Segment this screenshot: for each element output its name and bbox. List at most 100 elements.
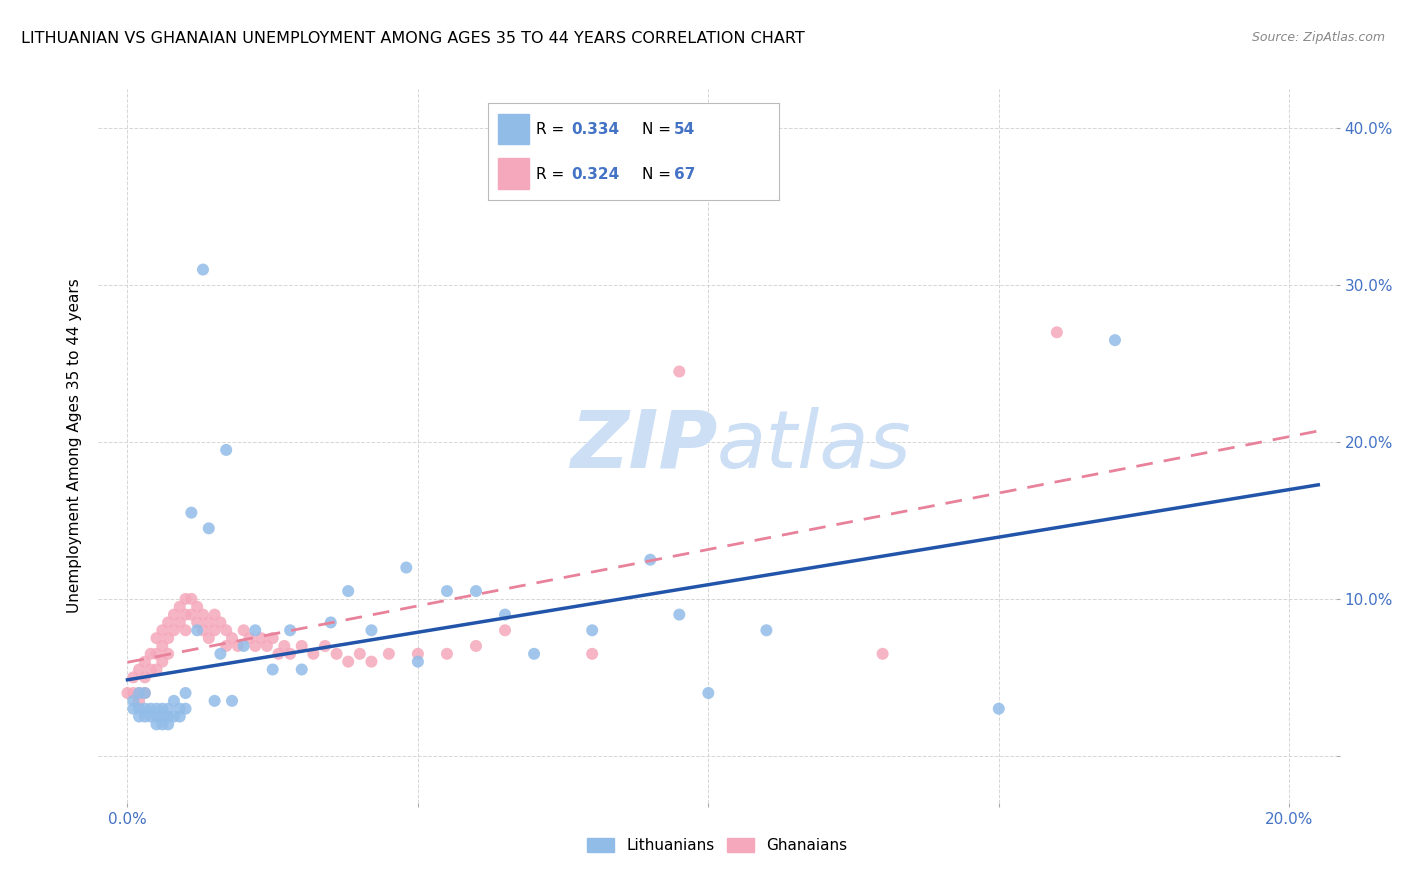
Point (221, 694, 243, 708)
Point (163, 709, 186, 723)
Point (191, 624, 214, 638)
Point (122, 670, 145, 684)
Point (169, 709, 191, 723)
Point (256, 639, 278, 653)
Point (180, 591, 202, 606)
Point (139, 702, 162, 716)
Point (134, 686, 156, 700)
Point (465, 639, 488, 653)
Point (668, 364, 690, 378)
Point (134, 709, 156, 723)
Text: atlas: atlas (717, 407, 912, 485)
Point (169, 615, 191, 630)
Point (465, 584, 488, 599)
Point (186, 624, 208, 638)
Point (349, 647, 371, 661)
Point (360, 655, 382, 669)
Point (150, 717, 173, 731)
Point (232, 624, 254, 638)
Point (273, 639, 295, 653)
Point (197, 631, 219, 645)
Point (180, 506, 202, 520)
Legend: Lithuanians, Ghanaians: Lithuanians, Ghanaians (581, 831, 853, 859)
Point (197, 615, 219, 630)
Point (191, 262, 214, 277)
Point (145, 702, 167, 716)
Point (122, 686, 145, 700)
Point (117, 686, 139, 700)
Point (174, 702, 197, 716)
Text: LITHUANIAN VS GHANAIAN UNEMPLOYMENT AMONG AGES 35 TO 44 YEARS CORRELATION CHART: LITHUANIAN VS GHANAIAN UNEMPLOYMENT AMON… (21, 31, 804, 46)
Point (157, 717, 180, 731)
Point (186, 615, 208, 630)
Point (163, 624, 186, 638)
Point (128, 663, 150, 677)
Point (697, 686, 720, 700)
Point (278, 647, 301, 661)
Point (987, 702, 1010, 716)
Point (314, 639, 336, 653)
Point (215, 442, 238, 457)
Point (169, 702, 191, 716)
Point (232, 639, 254, 653)
Point (139, 647, 162, 661)
Point (197, 521, 219, 535)
Point (221, 631, 243, 645)
Point (337, 655, 360, 669)
Point (163, 607, 186, 622)
Point (406, 647, 429, 661)
Point (245, 639, 267, 653)
Point (174, 624, 197, 638)
Point (337, 584, 360, 599)
Point (581, 624, 603, 638)
Point (226, 639, 249, 653)
Point (494, 624, 516, 638)
Point (150, 639, 173, 653)
Point (250, 631, 273, 645)
Point (157, 615, 180, 630)
Point (139, 663, 162, 677)
Point (180, 607, 202, 622)
Point (360, 624, 382, 638)
Point (204, 694, 226, 708)
Point (406, 655, 429, 669)
Point (186, 599, 208, 614)
Point (245, 624, 267, 638)
Point (262, 631, 284, 645)
Point (291, 639, 314, 653)
Point (668, 607, 690, 622)
Point (128, 686, 150, 700)
Y-axis label: Unemployment Among Ages 35 to 44 years: Unemployment Among Ages 35 to 44 years (66, 278, 82, 614)
Point (436, 584, 458, 599)
Point (150, 624, 173, 638)
Point (209, 647, 232, 661)
Point (319, 615, 342, 630)
Point (150, 655, 173, 669)
Point (145, 717, 167, 731)
Point (150, 702, 173, 716)
Point (122, 702, 145, 716)
Point (128, 694, 150, 708)
Point (215, 624, 238, 638)
Point (436, 647, 458, 661)
Point (128, 686, 150, 700)
Point (291, 663, 314, 677)
Point (145, 663, 167, 677)
Text: Source: ZipAtlas.com: Source: ZipAtlas.com (1251, 31, 1385, 45)
Point (157, 631, 180, 645)
Point (145, 709, 167, 723)
Point (278, 624, 301, 638)
Point (174, 591, 197, 606)
Point (395, 560, 418, 574)
Point (157, 709, 180, 723)
Point (134, 686, 156, 700)
Point (174, 607, 197, 622)
Point (378, 647, 401, 661)
Point (523, 647, 546, 661)
Point (150, 709, 173, 723)
Point (209, 615, 232, 630)
Point (1104, 333, 1126, 347)
Point (238, 631, 260, 645)
Point (128, 709, 150, 723)
Point (581, 647, 603, 661)
